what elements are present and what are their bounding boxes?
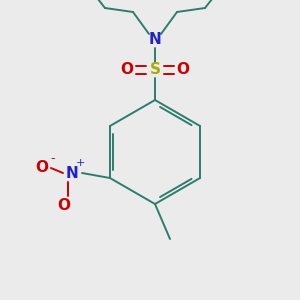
Text: O: O — [58, 197, 70, 212]
Text: -: - — [51, 152, 55, 166]
Text: O: O — [121, 62, 134, 77]
Text: N: N — [66, 166, 78, 181]
Text: O: O — [176, 62, 190, 77]
Text: N: N — [148, 32, 161, 47]
Text: O: O — [35, 160, 49, 175]
Text: S: S — [149, 62, 161, 77]
Text: +: + — [76, 158, 86, 168]
